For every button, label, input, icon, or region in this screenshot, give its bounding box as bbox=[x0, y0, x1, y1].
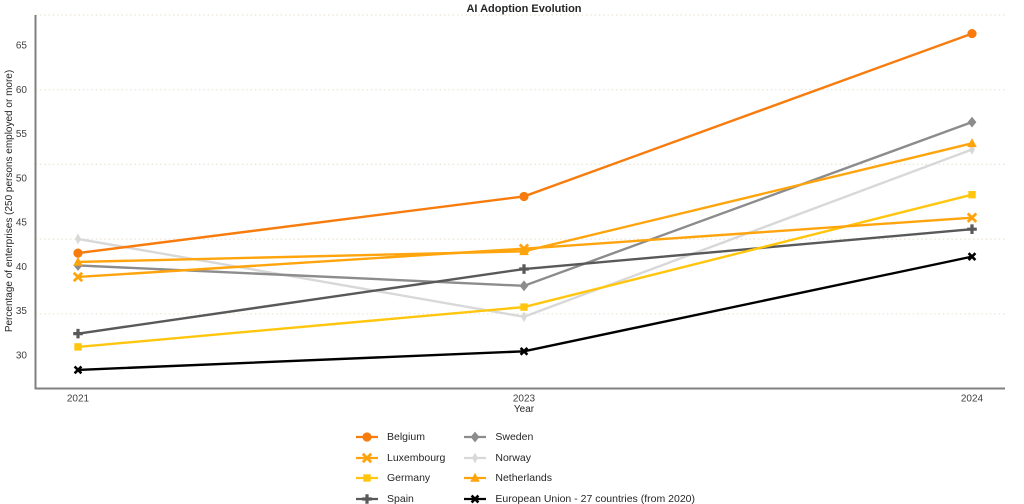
marker-luxembourg-2021 bbox=[72, 271, 84, 283]
y-tick-label: 35 bbox=[16, 306, 28, 317]
y-axis-label: Percentage of enterprises (250 persons e… bbox=[4, 69, 15, 333]
y-tick-label: 60 bbox=[16, 85, 28, 96]
chart-title: AI Adoption Evolution bbox=[466, 3, 582, 15]
marker-spain-2023 bbox=[519, 264, 529, 274]
marker-norway-2021 bbox=[75, 233, 81, 245]
marker-norway-2023 bbox=[521, 311, 527, 323]
marker-sweden-2024 bbox=[967, 116, 977, 128]
marker-netherlands-2024 bbox=[967, 138, 977, 148]
legend-item-netherlands: Netherlands bbox=[463, 468, 695, 489]
legend-marker-norway-icon bbox=[464, 452, 487, 464]
series-line-netherlands bbox=[77, 142, 973, 264]
legend-item-germany: Germany bbox=[355, 468, 445, 489]
legend: Belgium Luxembourg Germany Spain Sweden Norwa… bbox=[355, 427, 695, 504]
legend-label-belgium: Belgium bbox=[387, 431, 425, 444]
y-tick-label: 45 bbox=[16, 218, 28, 229]
x-tick-label: 2021 bbox=[67, 394, 90, 405]
legend-marker-glyph-spain bbox=[362, 493, 372, 504]
legend-label-norway: Norway bbox=[495, 451, 531, 464]
marker-european-union-27-countries-from-2020-2021 bbox=[73, 365, 83, 375]
legend-label-sweden: Sweden bbox=[495, 431, 534, 444]
marker-sweden-2023 bbox=[519, 280, 529, 292]
legend-label-luxembourg: Luxembourg bbox=[387, 451, 446, 464]
marker-belgium-2023 bbox=[519, 191, 529, 202]
marker-netherlands-2021 bbox=[73, 256, 83, 266]
legend-marker-belgium-icon bbox=[356, 432, 379, 442]
chart-plot-area: 30 35 40 45 50 55 60 65 2021 2023 2024 bbox=[16, 14, 1005, 405]
legend-item-belgium: Belgium bbox=[355, 427, 445, 448]
x-axis-label: Year bbox=[513, 404, 535, 415]
y-tick-label: 50 bbox=[16, 173, 28, 184]
legend-marker-glyph-germany bbox=[363, 474, 371, 482]
legend-marker-spain-icon bbox=[356, 493, 379, 504]
legend-marker-germany-icon bbox=[356, 474, 379, 482]
y-tick-label: 30 bbox=[16, 350, 28, 361]
legend-marker-glyph-belgium bbox=[362, 432, 372, 442]
marker-germany-2021 bbox=[74, 343, 82, 351]
legend-item-european-union-27-countries-from-2020: European Union - 27 countries (from 2020… bbox=[463, 489, 695, 504]
marker-norway-2024 bbox=[969, 144, 975, 155]
legend-marker-glyph-norway bbox=[472, 452, 479, 464]
legend-item-sweden: Sweden bbox=[463, 427, 695, 448]
marker-luxembourg-2024 bbox=[966, 212, 978, 223]
legend-item-luxembourg: Luxembourg bbox=[355, 448, 445, 469]
legend-marker-glyph-sweden bbox=[470, 431, 480, 443]
marker-spain-2024 bbox=[967, 224, 977, 234]
marker-european-union-27-countries-from-2020-2023 bbox=[519, 347, 529, 356]
legend-marker-sweden-icon bbox=[464, 431, 487, 443]
x-tick-label: 2024 bbox=[961, 394, 984, 405]
marker-spain-2021 bbox=[73, 328, 83, 339]
legend-marker-glyph-european-union-27-countries-from-2020 bbox=[471, 494, 480, 504]
legend-marker-glyph-netherlands bbox=[470, 473, 481, 483]
legend-label-germany: Germany bbox=[387, 472, 431, 485]
y-tick-label: 40 bbox=[16, 262, 28, 273]
marker-european-union-27-countries-from-2020-2024 bbox=[967, 252, 977, 261]
legend-marker-european-union-27-countries-from-2020-icon bbox=[464, 494, 487, 504]
marker-belgium-2024 bbox=[967, 28, 977, 39]
y-tick-label: 65 bbox=[16, 41, 28, 52]
legend-label-spain: Spain bbox=[387, 492, 414, 504]
legend-item-spain: Spain bbox=[355, 489, 445, 504]
marker-germany-2024 bbox=[968, 190, 976, 199]
legend-item-norway: Norway bbox=[463, 448, 695, 469]
x-tick-label: 2023 bbox=[513, 394, 536, 405]
marker-germany-2023 bbox=[520, 303, 528, 311]
legend-label-european-union-27-countries-from-2020: European Union - 27 countries (from 2020… bbox=[495, 492, 695, 504]
legend-label-netherlands: Netherlands bbox=[495, 472, 553, 485]
legend-marker-netherlands-icon bbox=[464, 473, 487, 483]
y-tick-label: 55 bbox=[16, 129, 28, 140]
marker-belgium-2021 bbox=[73, 248, 83, 258]
marker-netherlands-2023 bbox=[519, 246, 529, 256]
legend-marker-glyph-luxembourg bbox=[361, 452, 373, 463]
series-line-belgium bbox=[77, 32, 973, 255]
legend-marker-luxembourg-icon bbox=[356, 452, 379, 463]
